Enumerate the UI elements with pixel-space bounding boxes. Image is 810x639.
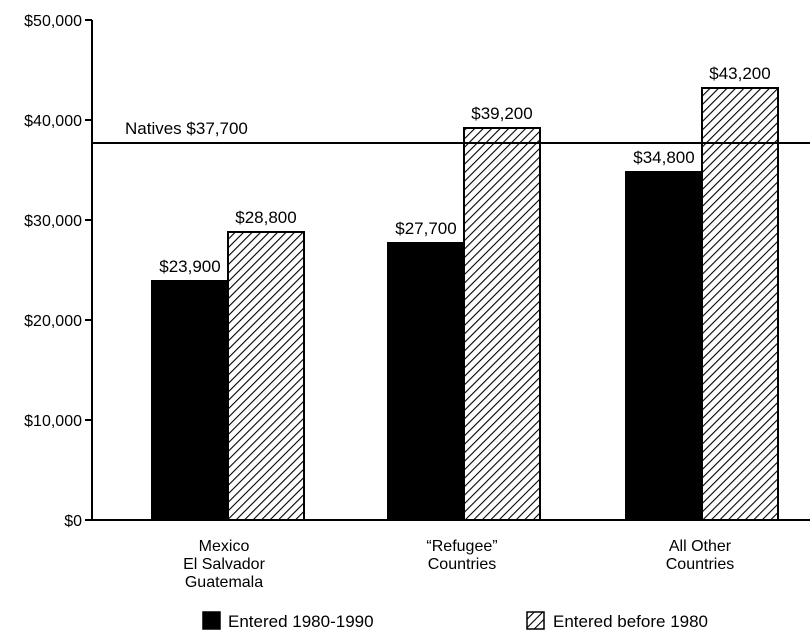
labels: $23,900 $27,700 $34,800 $28,800 $39,200 $43,2… xyxy=(125,64,771,591)
bar-value-label: $39,200 xyxy=(471,104,532,123)
y-tick-label: $30,000 xyxy=(24,213,82,230)
bar xyxy=(625,171,703,521)
legend: Entered 1980-1990 Entered before 1980 xyxy=(202,611,708,631)
legend-swatch xyxy=(202,611,221,630)
reference-line-label: Natives $37,700 xyxy=(125,119,248,138)
bar-value-label: $23,900 xyxy=(159,257,220,276)
legend-label: Entered 1980-1990 xyxy=(228,612,374,631)
bar-value-label: $43,200 xyxy=(709,64,770,83)
category-label: Guatemala xyxy=(185,574,263,591)
legend-label: Entered before 1980 xyxy=(553,612,708,631)
bar xyxy=(387,242,465,521)
bar-value-label: $34,800 xyxy=(633,148,694,167)
category-label: Countries xyxy=(666,556,734,573)
category-label: All Other xyxy=(669,538,732,555)
bar xyxy=(463,127,541,521)
category-label: El Salvador xyxy=(183,556,265,573)
bar-value-label: $28,800 xyxy=(235,208,296,227)
y-tick-label: $40,000 xyxy=(24,113,82,130)
bar xyxy=(151,280,229,521)
y-tick-label: $20,000 xyxy=(24,313,82,330)
bars xyxy=(151,87,779,521)
y-tick-label: $10,000 xyxy=(24,413,82,430)
legend-swatch xyxy=(526,611,545,630)
y-tick-label: $50,000 xyxy=(24,13,82,30)
bar-value-label: $27,700 xyxy=(395,219,456,238)
category-label: “Refugee” xyxy=(426,538,497,555)
category-label: Countries xyxy=(428,556,496,573)
y-tick-label: $0 xyxy=(64,513,82,530)
category-label: Mexico xyxy=(199,538,250,555)
bar xyxy=(227,231,305,521)
bar xyxy=(701,87,779,521)
